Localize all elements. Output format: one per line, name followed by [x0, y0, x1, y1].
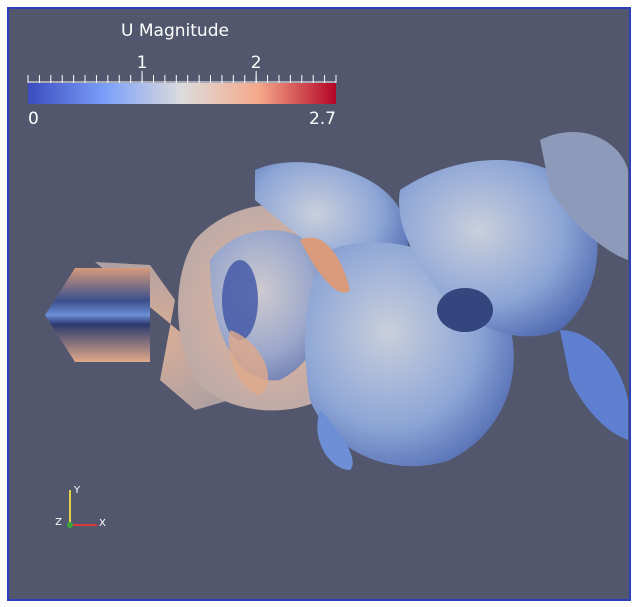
colorbar-gradient	[28, 83, 336, 104]
axis-label-z: Z	[55, 517, 62, 528]
isosurface	[45, 131, 628, 470]
colorbar-title: U Magnitude	[121, 21, 229, 41]
axes-triad: Y Z X	[55, 485, 106, 529]
colorbar-min-label: 0	[28, 109, 39, 129]
colorbar-max-label: 2.7	[309, 109, 336, 129]
colorbar-tick-label: 1	[137, 53, 148, 73]
colorbar: 1 2 0 2.7	[27, 53, 337, 129]
colorbar-tick-label: 2	[251, 53, 262, 73]
axis-label-y: Y	[73, 485, 81, 496]
axis-label-x: X	[99, 518, 106, 529]
